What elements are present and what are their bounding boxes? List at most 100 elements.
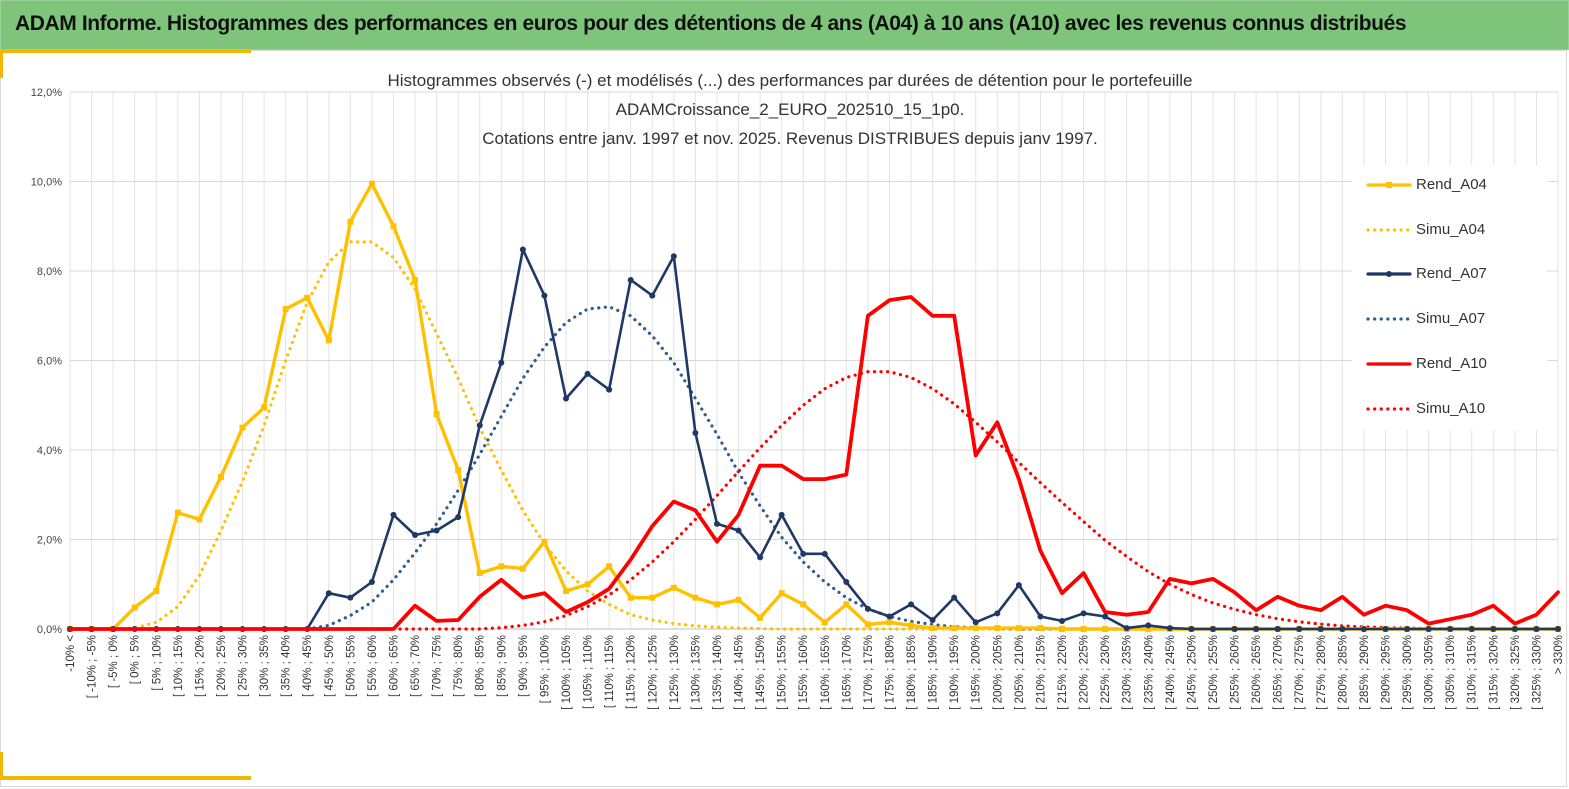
x-tick-label: [ 245% ; 250% bbox=[1186, 635, 1198, 710]
x-tick-label: [ 220% ; 225% bbox=[1079, 635, 1091, 710]
data-point-rend_a04 bbox=[153, 587, 160, 594]
x-tick-label: [ 90% ; 95% bbox=[518, 635, 530, 697]
data-point-rend_a07 bbox=[368, 579, 375, 586]
data-point-rend_a07 bbox=[1425, 626, 1432, 632]
data-point-rend_a04 bbox=[390, 223, 397, 230]
data-point-rend_a07 bbox=[994, 610, 1001, 617]
y-tick-label: 2,0% bbox=[37, 535, 62, 547]
y-tick-label: 8,0% bbox=[37, 266, 62, 278]
data-point-rend_a07 bbox=[649, 292, 656, 299]
x-tick-label: [ 130% ; 135% bbox=[690, 635, 702, 710]
data-point-rend_a04 bbox=[563, 587, 569, 594]
data-point-rend_a04 bbox=[1102, 626, 1109, 632]
x-tick-label: [ 305% ; 310% bbox=[1445, 635, 1457, 710]
legend-swatch bbox=[1366, 317, 1412, 321]
x-tick-label: [ 25% ; 30% bbox=[238, 635, 250, 697]
x-tick-label: [ 255% ; 260% bbox=[1230, 635, 1242, 710]
data-point-rend_a04 bbox=[1015, 625, 1022, 632]
x-tick-label: [ 60% ; 65% bbox=[388, 635, 400, 697]
data-point-rend_a07 bbox=[821, 550, 828, 557]
x-tick-label: [ 265% ; 270% bbox=[1273, 635, 1285, 710]
y-tick-label: 6,0% bbox=[37, 356, 62, 368]
x-tick-label: [ 225% ; 230% bbox=[1100, 635, 1112, 710]
series-line-simu_a10 bbox=[68, 370, 1560, 631]
x-tick-label: [ 310% ; 315% bbox=[1467, 635, 1479, 710]
y-tick-label: 10,0% bbox=[31, 177, 62, 189]
x-tick-label: [ 235% ; 240% bbox=[1143, 635, 1155, 710]
x-tick-label: [ 325% ; 330% bbox=[1531, 635, 1543, 710]
x-tick-label: [ 95% ; 100% bbox=[539, 635, 551, 703]
data-point-rend_a07 bbox=[864, 605, 871, 612]
series-line-rend_a04 bbox=[68, 181, 1560, 631]
x-tick-label: [ 10% ; 15% bbox=[173, 635, 185, 697]
data-point-rend_a07 bbox=[584, 370, 591, 377]
x-tick-label: [ 30% ; 35% bbox=[259, 635, 271, 697]
data-point-rend_a07 bbox=[908, 601, 915, 608]
data-point-rend_a07 bbox=[1145, 622, 1152, 629]
data-point-rend_a07 bbox=[1339, 626, 1346, 632]
legend-item-simu_a10: Simu_A10 bbox=[1352, 399, 1547, 419]
data-point-rend_a07 bbox=[519, 246, 526, 253]
data-point-rend_a07 bbox=[498, 359, 505, 366]
x-tick-label: [ 230% ; 235% bbox=[1122, 635, 1134, 710]
x-tick-label: [ 5% ; 10% bbox=[151, 635, 163, 691]
x-tick-label: [ 100% ; 105% bbox=[561, 635, 573, 710]
series-line-simu_a04 bbox=[68, 240, 1560, 631]
legend-label: Simu_A10 bbox=[1416, 399, 1486, 417]
data-point-rend_a04 bbox=[649, 594, 656, 601]
chart-title-line-3: Cotations entre janv. 1997 et nov. 2025.… bbox=[482, 129, 1098, 148]
x-tick-label: [ 250% ; 255% bbox=[1208, 635, 1220, 710]
data-point-rend_a04 bbox=[864, 621, 871, 628]
x-tick-label: [ 260% ; 265% bbox=[1251, 635, 1263, 710]
x-tick-label: [ 135% ; 140% bbox=[712, 635, 724, 710]
data-point-rend_a04 bbox=[347, 218, 354, 225]
x-tick-label: [ 45% ; 50% bbox=[324, 635, 336, 697]
legend-item-rend_a10: Rend_A10 bbox=[1352, 354, 1547, 374]
header-banner: ADAM Informe. Histogrammes des performan… bbox=[0, 0, 1569, 50]
legend-swatch bbox=[1366, 362, 1412, 366]
x-tick-label: [ 205% ; 210% bbox=[1014, 635, 1026, 710]
data-point-rend_a07 bbox=[606, 386, 613, 393]
chart-title-line-1: Histogrammes observés (-) et modélisés (… bbox=[387, 71, 1193, 90]
data-point-rend_a07 bbox=[1080, 610, 1087, 617]
chart-title: Histogrammes observés (-) et modélisés (… bbox=[300, 66, 1280, 153]
data-point-rend_a07 bbox=[627, 276, 634, 283]
accent-bar-bottom bbox=[0, 776, 251, 780]
data-point-rend_a07 bbox=[1231, 626, 1238, 632]
data-point-rend_a07 bbox=[692, 429, 699, 436]
legend-swatch bbox=[1366, 228, 1412, 232]
data-point-rend_a07 bbox=[1360, 626, 1367, 632]
x-tick-label: [ 240% ; 245% bbox=[1165, 635, 1177, 710]
data-point-rend_a04 bbox=[757, 614, 764, 621]
x-tick-label: [ 165% ; 170% bbox=[841, 635, 853, 710]
data-point-rend_a04 bbox=[476, 570, 483, 577]
data-point-rend_a07 bbox=[433, 527, 440, 534]
x-tick-label: [ 300% ; 305% bbox=[1424, 635, 1436, 710]
data-point-rend_a04 bbox=[217, 473, 224, 480]
data-point-rend_a04 bbox=[1080, 626, 1087, 632]
data-point-rend_a07 bbox=[757, 554, 764, 561]
x-tick-label: -10% < bbox=[65, 635, 77, 672]
legend-label: Rend_A10 bbox=[1416, 354, 1487, 372]
x-tick-label: [ 175% ; 180% bbox=[884, 635, 896, 710]
data-point-rend_a04 bbox=[174, 509, 181, 516]
x-tick-label: [ 70% ; 75% bbox=[432, 635, 444, 697]
data-point-rend_a07 bbox=[1166, 625, 1173, 632]
data-point-rend_a07 bbox=[455, 514, 462, 521]
x-tick-label: [ 320% ; 325% bbox=[1510, 635, 1522, 710]
data-point-rend_a04 bbox=[261, 404, 268, 411]
data-point-rend_a04 bbox=[1145, 626, 1152, 632]
x-tick-label: [ 105% ; 110% bbox=[583, 635, 595, 709]
data-point-rend_a04 bbox=[584, 581, 591, 588]
x-tick-label: [ 140% ; 145% bbox=[734, 635, 746, 710]
data-point-rend_a04 bbox=[713, 601, 720, 608]
data-point-rend_a07 bbox=[1490, 626, 1497, 632]
accent-bar-left-top bbox=[0, 50, 3, 78]
legend-swatch bbox=[1366, 271, 1412, 278]
x-tick-label: [ 315% ; 320% bbox=[1488, 635, 1500, 710]
data-point-rend_a07 bbox=[1015, 582, 1022, 589]
x-tick-label: [ 150% ; 155% bbox=[777, 635, 789, 710]
series-line-rend_a07 bbox=[68, 248, 1560, 631]
x-tick-label: [ 75% ; 80% bbox=[453, 635, 465, 697]
